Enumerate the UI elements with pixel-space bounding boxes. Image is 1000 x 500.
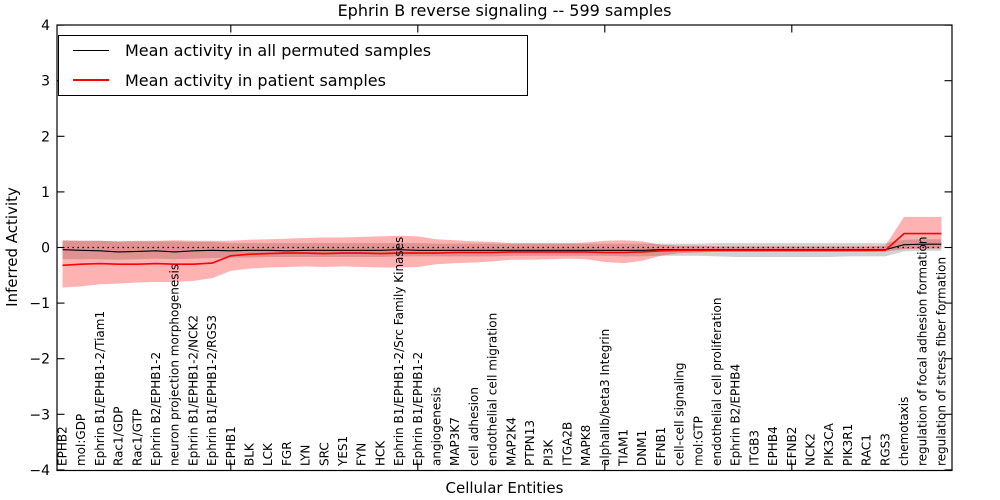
x-category-label: Ephrin B1/EPHB1-2/RGS3 [205, 315, 219, 466]
x-category-label: cell adhesion [467, 387, 481, 466]
x-category-label: alphaIIb/beta3 Integrin [598, 329, 612, 466]
x-category-label: Rac1/GTP [130, 409, 144, 466]
x-category-label: DNM1 [635, 430, 649, 466]
x-category-label: EPHB1 [224, 426, 238, 466]
x-category-label: Rac1/GDP [112, 407, 126, 466]
chart-title: Ephrin B reverse signaling -- 599 sample… [337, 1, 672, 20]
x-category-label: TIAM1 [617, 429, 631, 467]
legend-line-permuted-icon [73, 50, 109, 52]
x-category-label: BLK [243, 442, 257, 466]
legend-label-permuted: Mean activity in all permuted samples [125, 41, 432, 61]
y-tick-label: −2 [29, 352, 50, 368]
legend-line-patient-icon [73, 79, 109, 82]
band-permuted-samples-range [62, 239, 942, 260]
x-tick-labels: EPHB2 mol:GDP Ephrin B1/EPHB1-2/Tiam1 Rac1/… [56, 237, 949, 467]
y-tick-label: −1 [29, 296, 50, 312]
x-category-label: angiogenesis [430, 387, 444, 466]
x-category-label: mol:GDP [74, 414, 88, 466]
y-tick-label: 0 [41, 241, 50, 257]
x-category-label: Ephrin B1/EPHB1-2 [411, 352, 425, 466]
x-category-label: EPHB2 [56, 426, 70, 466]
line-Mean-activity-in-patient-samples [62, 232, 942, 267]
x-category-label: EFNB1 [654, 427, 668, 466]
x-category-label: MAP2K4 [504, 417, 518, 466]
x-category-label: PTPN13 [523, 420, 537, 466]
x-category-label: HCK [373, 440, 387, 466]
axis-ticks [57, 24, 952, 471]
x-category-label: YES1 [336, 436, 350, 467]
y-axis-label: Inferred Activity [3, 187, 21, 307]
legend-entry-permuted: Mean activity in all permuted samples [59, 37, 527, 65]
series-lines [62, 232, 942, 267]
x-category-label: neuron projection morphogenesis [168, 264, 182, 466]
x-category-label: mol:GTP [691, 416, 705, 466]
y-tick-label: 1 [41, 185, 50, 201]
x-category-label: Ephrin B2/EPHB1-2 [149, 352, 163, 466]
x-category-label: endothelial cell migration [486, 313, 500, 466]
x-category-label: chemotaxis [897, 397, 911, 466]
x-category-label: ITGA2B [560, 422, 574, 466]
x-category-label: EPHB4 [766, 426, 780, 466]
x-category-label: ITGB3 [747, 430, 761, 466]
x-category-label: Ephrin B2/EPHB4 [729, 364, 743, 466]
x-category-label: RAC1 [860, 434, 874, 466]
x-category-label: EFNB2 [785, 427, 799, 466]
x-category-label: PIK3CA [822, 422, 836, 466]
x-category-label: FYN [355, 443, 369, 466]
y-tick-label: −3 [29, 407, 50, 423]
x-category-label: regulation of focal adhesion formation [916, 237, 930, 466]
x-category-label: Ephrin B1/EPHB1-2/Tiam1 [93, 311, 107, 466]
legend-label-patient: Mean activity in patient samples [125, 70, 386, 90]
y-tick-label: 4 [41, 18, 50, 34]
x-category-label: MAPK8 [579, 425, 593, 466]
x-category-label: PIK3R1 [841, 424, 855, 466]
legend: Mean activity in all permuted samples Me… [58, 35, 528, 96]
y-tick-label: 3 [41, 74, 50, 90]
x-category-label: NCK2 [804, 433, 818, 466]
y-tick-label: 2 [41, 129, 50, 145]
x-category-label: SRC [317, 442, 331, 466]
x-category-label: LYN [299, 445, 313, 466]
x-category-label: RGS3 [878, 433, 892, 466]
x-category-label: cell-cell signaling [673, 363, 687, 467]
x-category-label: MAP3K7 [448, 417, 462, 466]
x-category-label: LCK [261, 442, 275, 466]
x-category-label: regulation of stress fiber formation [934, 257, 948, 466]
x-category-label: Ephrin B1/EPHB1-2/Src Family Kinases [392, 237, 406, 466]
x-category-label: endothelial cell proliferation [710, 298, 724, 466]
y-tick-label: −4 [29, 463, 50, 479]
x-category-label: FGR [280, 441, 294, 466]
x-category-label: Ephrin B1/EPHB1-2/NCK2 [186, 315, 200, 466]
legend-entry-patient: Mean activity in patient samples [59, 66, 527, 94]
y-tick-labels: 4 3 2 1 0 −1 −2 −3 −4 [29, 18, 50, 479]
x-category-label: PI3K [542, 439, 556, 466]
x-axis-label: Cellular Entities [445, 479, 564, 497]
